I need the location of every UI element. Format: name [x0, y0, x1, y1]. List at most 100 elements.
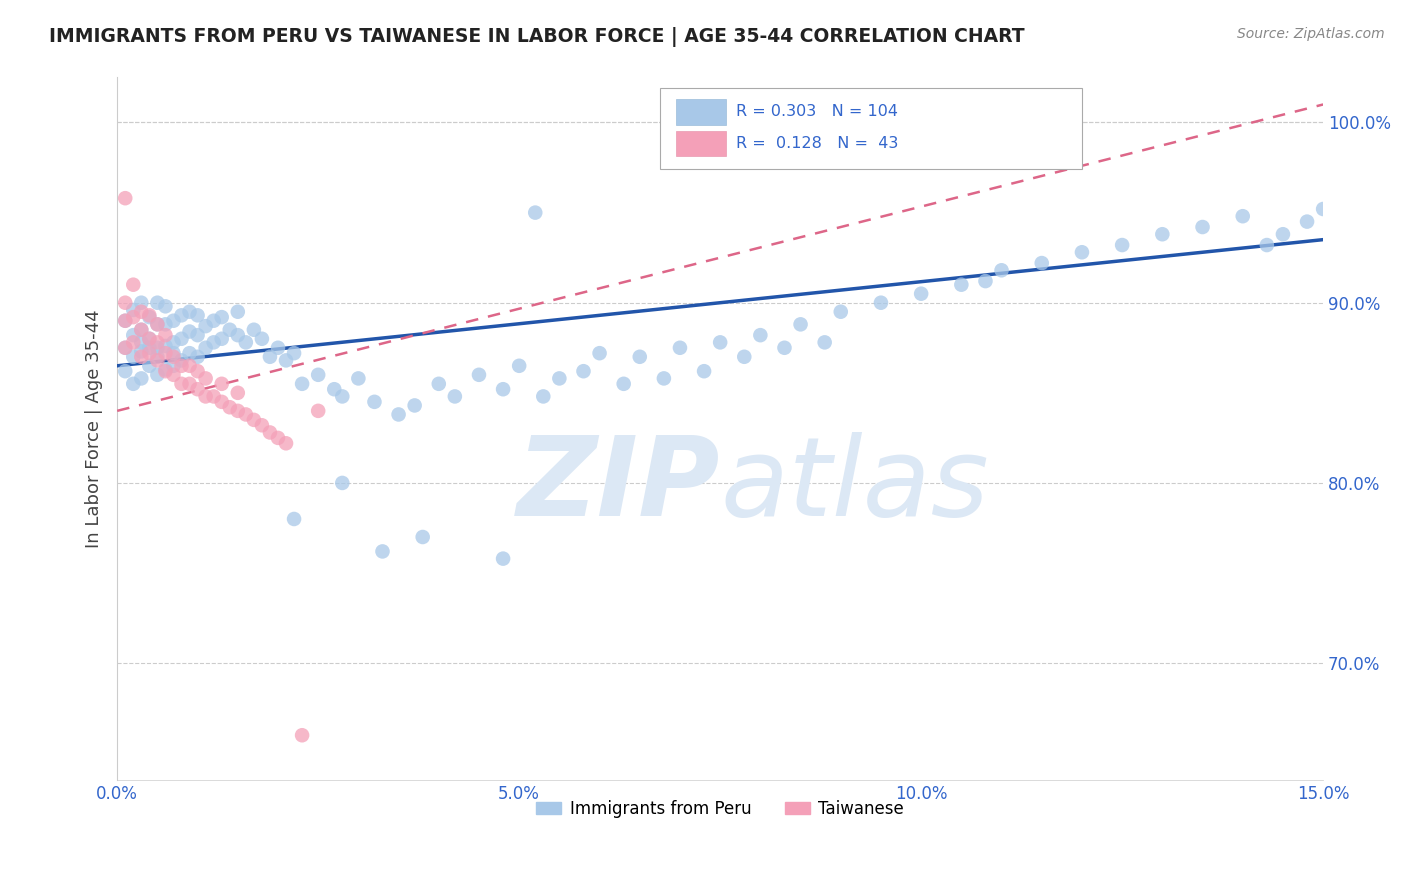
- Point: [226, 385, 249, 400]
- Point: [548, 371, 571, 385]
- Point: [122, 350, 145, 364]
- Point: [531, 389, 554, 403]
- Point: [1256, 238, 1278, 252]
- Point: [323, 382, 346, 396]
- Point: [347, 371, 370, 385]
- Point: [187, 309, 209, 323]
- Text: IMMIGRANTS FROM PERU VS TAIWANESE IN LABOR FORCE | AGE 35-44 CORRELATION CHART: IMMIGRANTS FROM PERU VS TAIWANESE IN LAB…: [49, 27, 1025, 46]
- Point: [179, 346, 201, 360]
- Point: [243, 323, 266, 337]
- Point: [211, 310, 233, 325]
- Point: [162, 350, 184, 364]
- Point: [138, 341, 160, 355]
- Point: [155, 328, 177, 343]
- Point: [179, 376, 201, 391]
- Point: [146, 335, 169, 350]
- Point: [950, 277, 973, 292]
- Point: [371, 544, 394, 558]
- Point: [131, 371, 153, 385]
- Point: [146, 318, 169, 332]
- Point: [468, 368, 491, 382]
- Point: [974, 274, 997, 288]
- Point: [179, 304, 201, 318]
- Point: [202, 389, 225, 403]
- Point: [789, 318, 811, 332]
- Point: [235, 408, 257, 422]
- Point: [1111, 238, 1133, 252]
- Point: [235, 335, 257, 350]
- Point: [202, 335, 225, 350]
- Point: [155, 339, 177, 353]
- Point: [330, 475, 353, 490]
- Point: [218, 323, 240, 337]
- Point: [250, 418, 273, 433]
- Point: [211, 394, 233, 409]
- Point: [628, 350, 651, 364]
- Point: [194, 371, 217, 385]
- FancyBboxPatch shape: [675, 99, 725, 125]
- Point: [508, 359, 530, 373]
- Point: [307, 368, 329, 382]
- Point: [122, 310, 145, 325]
- Point: [138, 332, 160, 346]
- Point: [330, 389, 353, 403]
- Point: [749, 328, 772, 343]
- Point: [114, 191, 136, 205]
- Point: [1152, 227, 1174, 242]
- Point: [122, 277, 145, 292]
- Point: [990, 263, 1012, 277]
- Point: [114, 341, 136, 355]
- Point: [187, 328, 209, 343]
- Point: [283, 512, 305, 526]
- Point: [910, 286, 932, 301]
- Point: [114, 314, 136, 328]
- Point: [131, 350, 153, 364]
- Point: [814, 335, 837, 350]
- Point: [162, 335, 184, 350]
- Point: [259, 425, 281, 440]
- Point: [283, 346, 305, 360]
- Point: [170, 332, 193, 346]
- Point: [170, 353, 193, 368]
- Point: [427, 376, 450, 391]
- Point: [1312, 202, 1334, 216]
- Point: [412, 530, 434, 544]
- Point: [226, 328, 249, 343]
- Point: [444, 389, 467, 403]
- Point: [187, 350, 209, 364]
- Point: [250, 332, 273, 346]
- Point: [259, 350, 281, 364]
- Text: ZIP: ZIP: [516, 432, 720, 539]
- Point: [131, 344, 153, 359]
- Point: [114, 341, 136, 355]
- Point: [155, 346, 177, 360]
- Point: [709, 335, 731, 350]
- Point: [267, 431, 290, 445]
- Point: [170, 359, 193, 373]
- Point: [202, 314, 225, 328]
- Point: [138, 359, 160, 373]
- Point: [162, 368, 184, 382]
- Point: [146, 318, 169, 332]
- Point: [162, 346, 184, 360]
- Point: [187, 364, 209, 378]
- Point: [1031, 256, 1053, 270]
- Point: [122, 335, 145, 350]
- Point: [162, 314, 184, 328]
- Point: [131, 323, 153, 337]
- Point: [194, 341, 217, 355]
- Point: [138, 310, 160, 325]
- Point: [693, 364, 716, 378]
- Point: [155, 362, 177, 376]
- Point: [131, 295, 153, 310]
- Point: [1271, 227, 1294, 242]
- Point: [1296, 214, 1319, 228]
- Point: [122, 376, 145, 391]
- Point: [194, 319, 217, 334]
- Text: R = 0.303   N = 104: R = 0.303 N = 104: [735, 104, 898, 120]
- Point: [114, 364, 136, 378]
- Point: [146, 368, 169, 382]
- Point: [131, 323, 153, 337]
- Point: [114, 295, 136, 310]
- Point: [179, 325, 201, 339]
